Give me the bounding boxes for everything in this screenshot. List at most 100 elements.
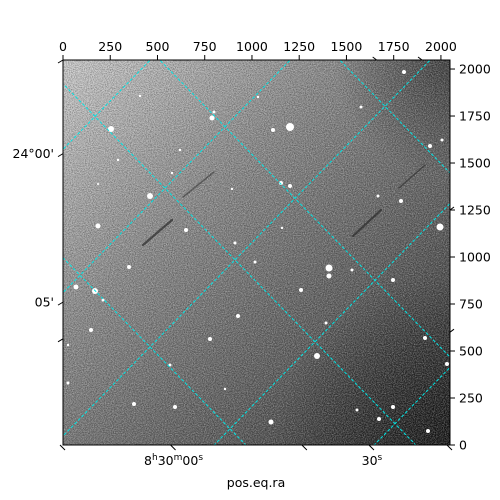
star <box>391 405 395 409</box>
left-minor-tick-mark <box>57 59 64 64</box>
top-pixel-axis: 0 250 500 750 1000 1250 1500 1750 2000 <box>59 39 457 61</box>
star <box>147 193 153 199</box>
star <box>325 264 333 272</box>
bottom-tick-mark <box>170 444 176 451</box>
left-tick-label: 24°00' <box>13 146 55 161</box>
star <box>440 138 444 142</box>
left-minor-tick-mark <box>57 338 64 343</box>
star <box>89 328 93 332</box>
right-world-tick-mark <box>449 328 455 333</box>
star <box>350 268 354 272</box>
star <box>286 123 294 131</box>
star <box>253 260 257 264</box>
star <box>233 241 237 245</box>
bottom-tick-label: 30s​ <box>362 453 383 468</box>
star <box>73 284 79 290</box>
star <box>359 105 363 109</box>
top-tick-label: 750 <box>193 39 217 54</box>
star <box>268 419 274 425</box>
streak <box>398 164 426 189</box>
streak <box>182 171 215 198</box>
star <box>445 362 449 366</box>
grid-line-declination <box>63 257 247 445</box>
star <box>355 408 359 412</box>
bottom-tick-label: 8h​30m​00s​ <box>144 453 203 468</box>
star <box>324 321 328 325</box>
star <box>108 126 114 132</box>
top-tick-label: 500 <box>146 39 170 54</box>
x-axis-label: pos.eq.ra <box>227 475 285 490</box>
grid-line-right-ascension <box>63 60 431 437</box>
star <box>271 128 275 132</box>
top-world-tick-mark <box>372 56 377 61</box>
grid-line-right-ascension <box>373 366 450 445</box>
star <box>178 148 182 152</box>
bottom-world-axis: 8h​30m​00s​ 30s​ <box>59 444 453 468</box>
left-tick-label: 05' <box>35 295 54 310</box>
streak <box>351 208 383 238</box>
top-tick-label: 250 <box>98 39 122 54</box>
bottom-minor-tick-mark <box>446 444 453 451</box>
star <box>223 387 227 391</box>
right-tick-label: 500 <box>459 344 483 359</box>
stars <box>66 70 449 433</box>
top-tick-label: 0 <box>59 39 67 54</box>
star <box>428 144 432 148</box>
star <box>230 187 234 191</box>
star <box>184 228 188 232</box>
star <box>326 273 332 279</box>
star <box>299 288 303 292</box>
star <box>170 171 174 175</box>
noise-dark <box>63 60 450 445</box>
star <box>280 226 284 230</box>
grid-line-right-ascension <box>63 60 151 151</box>
star <box>279 181 283 185</box>
right-tick-label: 250 <box>459 391 483 406</box>
grid-line-declination <box>63 83 417 445</box>
top-tick-label: 1000 <box>236 39 268 54</box>
star <box>391 278 395 282</box>
right-tick-label: 1000 <box>459 250 491 265</box>
top-tick-label: 1750 <box>378 39 410 54</box>
left-tick-mark <box>57 153 64 158</box>
streaks <box>141 164 426 247</box>
star <box>399 199 403 203</box>
star <box>132 402 136 406</box>
star <box>402 70 406 74</box>
star <box>168 363 172 367</box>
right-tick-label: 2000 <box>459 62 491 77</box>
star <box>256 95 260 99</box>
star <box>66 343 70 347</box>
star <box>173 405 177 409</box>
star <box>116 158 120 162</box>
star <box>101 298 105 302</box>
star <box>97 183 99 185</box>
right-tick-label: 1250 <box>459 203 491 218</box>
bottom-minor-tick-mark <box>301 444 308 451</box>
top-tick-label: 1500 <box>331 39 363 54</box>
right-pixel-axis: 0 250 500 750 1000 1250 1500 1750 2000 <box>449 62 491 453</box>
star <box>209 115 215 121</box>
streak <box>141 218 174 247</box>
right-tick-label: 1750 <box>459 109 491 124</box>
star <box>66 381 70 385</box>
star <box>436 223 444 231</box>
top-tick-label: 1250 <box>283 39 315 54</box>
left-world-axis: 24°00' 05' <box>13 59 64 343</box>
plot-area <box>63 60 450 445</box>
star <box>138 94 142 98</box>
right-tick-label: 0 <box>459 438 467 453</box>
grid-line-right-ascension <box>213 202 450 445</box>
star <box>95 223 101 229</box>
coordinate-grid <box>63 60 450 445</box>
bottom-minor-tick-mark <box>59 444 66 451</box>
grid-line-right-ascension <box>63 60 291 294</box>
star <box>423 336 427 340</box>
star <box>314 353 320 359</box>
bottom-tick-mark <box>368 444 375 451</box>
grid-line-declination <box>339 60 450 174</box>
top-world-tick-mark <box>417 56 423 61</box>
top-tick-label: 2000 <box>425 39 457 54</box>
star <box>288 184 292 188</box>
